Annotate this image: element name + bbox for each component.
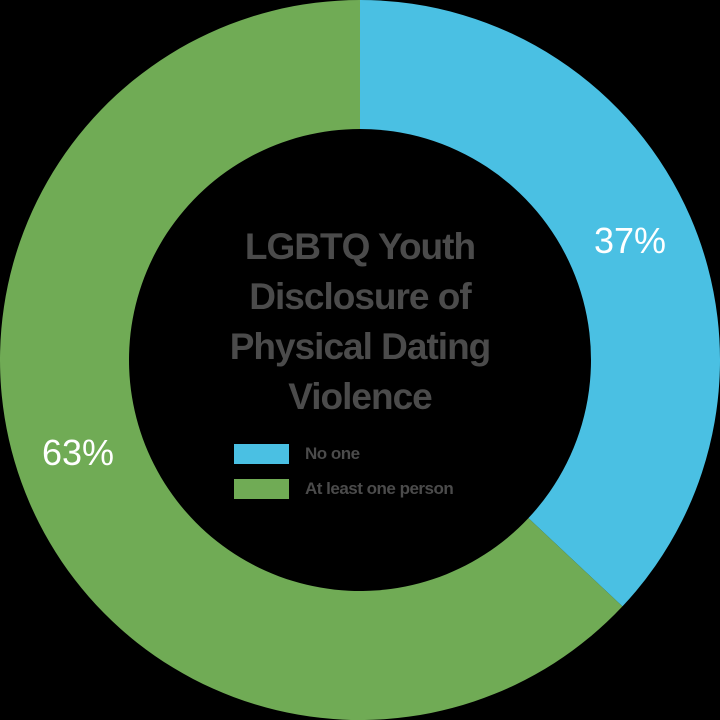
legend-item-no-one: No one [234,438,453,470]
legend-item-at-least-one-person: At least one person [234,473,454,505]
chart-title-line: LGBTQ Youth [244,226,476,267]
slice-at-least-one-person [0,0,623,720]
label-at-least-one-person-percent: 63% [42,432,115,473]
slice-no-one [360,0,720,607]
chart-title-line: Physical Dating [229,326,492,367]
chart-title: LGBTQ Youth Disclosure of Physical Datin… [180,222,540,422]
legend-swatch-blue [234,444,289,464]
chart-title-line: Disclosure of [249,276,471,317]
chart-title-line: Violence [288,376,433,417]
label-no-one-percent: 37% [594,220,667,261]
legend: No one At least one person [234,438,454,508]
legend-label: No one [305,444,360,463]
legend-swatch-green [234,479,289,499]
legend-label: At least one person [305,479,454,498]
